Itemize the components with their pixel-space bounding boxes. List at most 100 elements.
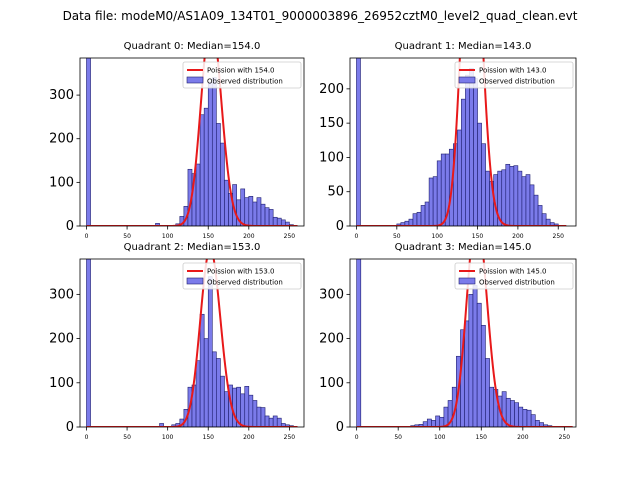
- legend-observed-swatch: [458, 76, 476, 84]
- y-tick-label: 0: [66, 420, 74, 435]
- histogram-bar: [477, 122, 482, 226]
- histogram-bar: [432, 176, 438, 226]
- quadrant-2-title: Quadrant 2: Median=153.0: [124, 242, 261, 253]
- legend-poisson-label: Poission with 143.0: [479, 67, 547, 75]
- x-tick-label: 250: [553, 233, 565, 240]
- quadrant-3-legend: Poission with 145.0 Observed distribution: [454, 262, 574, 290]
- histogram-bar: [356, 58, 361, 226]
- x-tick-label: 50: [393, 233, 401, 240]
- histogram-bar: [412, 213, 418, 226]
- x-tick-label: 50: [394, 434, 402, 441]
- y-tick-label: 100: [49, 175, 74, 190]
- x-tick-label: 200: [243, 434, 255, 441]
- histogram-bar: [509, 166, 515, 226]
- histogram-bar: [256, 406, 262, 427]
- histogram-bar: [203, 107, 209, 226]
- histogram-bar: [211, 77, 217, 226]
- histogram-bar: [439, 416, 445, 427]
- histogram-bar: [240, 188, 246, 226]
- quadrant-1-chart: Quadrant 1: Median=143.0 0 50 100 150 200 250 0…: [319, 41, 577, 240]
- y-tick-label: 300: [49, 88, 74, 103]
- histogram-bar: [485, 358, 490, 427]
- quadrant-1-title: Quadrant 1: Median=143.0: [395, 41, 532, 52]
- histogram-bar: [155, 223, 160, 226]
- histogram-bar: [481, 143, 486, 226]
- x-tick-label: 250: [559, 434, 571, 441]
- x-tick-label: 100: [162, 434, 174, 441]
- histogram-bar: [159, 423, 164, 427]
- quadrant-1-legend: Poission with 143.0 Observed distribution: [454, 61, 574, 89]
- histogram-bar: [195, 163, 201, 226]
- y-tick-label: 50: [327, 185, 344, 200]
- poisson-curve: [86, 259, 298, 427]
- y-tick-label: 100: [49, 376, 74, 391]
- histogram-bar: [248, 394, 254, 427]
- x-tick-label: 200: [517, 434, 529, 441]
- histogram-bar: [195, 360, 201, 427]
- histogram-bar: [199, 313, 205, 427]
- x-tick-label: 200: [243, 233, 255, 240]
- legend-observed-label: Observed distribution: [479, 279, 555, 287]
- x-tick-label: 50: [123, 233, 131, 240]
- histogram-bar: [268, 209, 274, 226]
- legend-frame: [454, 61, 574, 89]
- y-tick-label: 150: [319, 116, 344, 131]
- histogram-bar: [465, 74, 470, 226]
- y-tick-label: 0: [336, 219, 344, 234]
- histogram-bar: [472, 285, 478, 427]
- histogram-bar: [276, 417, 282, 427]
- histogram-bar: [408, 218, 414, 226]
- quadrant-3-chart: Quadrant 3: Median=145.0 0 50 100 150 200 250 0…: [319, 242, 577, 441]
- histogram-bar: [473, 78, 478, 226]
- histogram-bar: [517, 170, 523, 226]
- histogram-bar: [526, 409, 532, 427]
- histogram-bar: [260, 407, 266, 427]
- histogram-bar: [457, 129, 462, 226]
- legend-poisson-label: Poission with 154.0: [207, 67, 275, 75]
- y-tick-label: 200: [319, 82, 344, 97]
- histogram-bar: [272, 216, 278, 226]
- y-tick-label: 300: [319, 287, 344, 302]
- histogram-bar: [356, 259, 362, 427]
- x-tick-label: 150: [476, 434, 488, 441]
- histogram-bar: [537, 205, 543, 226]
- histogram-bar: [244, 197, 250, 226]
- x-tick-label: 150: [203, 233, 215, 240]
- histogram-bar: [480, 325, 486, 427]
- legend-observed-label: Observed distribution: [479, 78, 555, 86]
- x-tick-label: 200: [512, 233, 524, 240]
- x-tick-label: 150: [472, 233, 484, 240]
- histogram-bar: [268, 417, 274, 427]
- histogram-bar: [541, 213, 547, 226]
- histogram-bar: [510, 400, 515, 427]
- legend-observed-swatch: [458, 277, 476, 285]
- histogram-bar: [216, 358, 221, 427]
- histogram-bar: [264, 207, 270, 226]
- histogram-bar: [252, 400, 258, 427]
- histogram-bar: [252, 201, 258, 226]
- histogram-bar: [501, 169, 507, 226]
- quadrant-0-title: Quadrant 0: Median=154.0: [124, 41, 261, 52]
- quadrant-0-axes-frame: [79, 57, 305, 227]
- histogram-bar: [248, 196, 254, 226]
- histogram-bar: [464, 320, 470, 427]
- histogram-bar: [435, 415, 441, 427]
- histogram-bar: [533, 194, 539, 226]
- legend-frame: [182, 61, 302, 89]
- histogram-bar: [440, 153, 446, 226]
- y-tick-label: 100: [319, 376, 344, 391]
- histogram-bar: [529, 184, 535, 226]
- poisson-curve: [86, 58, 298, 226]
- histogram-bar: [224, 179, 229, 226]
- poisson-curve: [356, 259, 573, 427]
- legend-observed-swatch: [186, 76, 204, 84]
- histogram-bar: [489, 386, 495, 427]
- legend-observed-label: Observed distribution: [207, 78, 283, 86]
- figure-suptitle: Data file: modeM0/AS1A09_134T01_90000038…: [63, 9, 578, 23]
- quadrant-3-axes-frame: [349, 258, 577, 428]
- histogram-bar: [468, 294, 474, 427]
- legend-poisson-label: Poission with 145.0: [479, 268, 547, 276]
- legend-frame: [182, 262, 302, 290]
- histogram-bar: [485, 170, 490, 226]
